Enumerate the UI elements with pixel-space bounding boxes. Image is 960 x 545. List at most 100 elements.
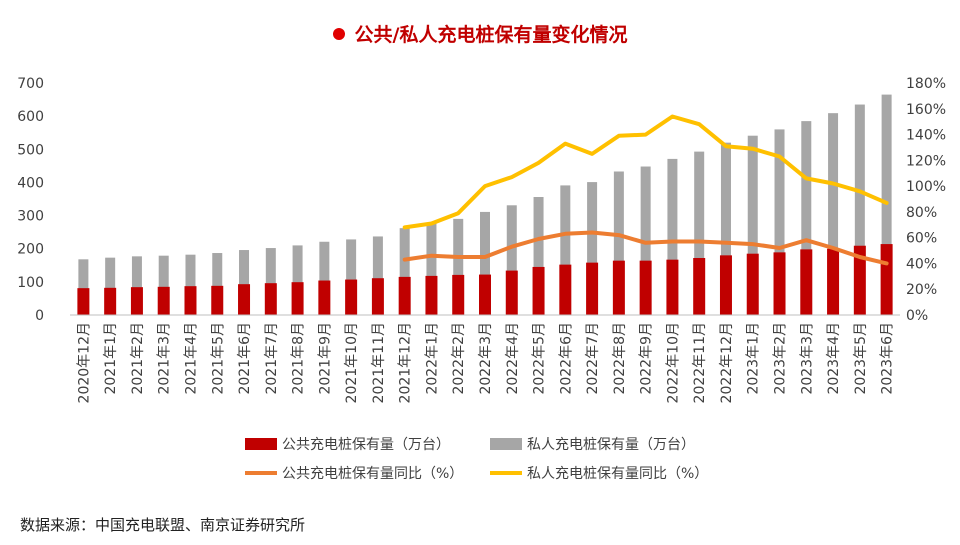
left-axis-tick-label: 500 — [17, 142, 44, 158]
bar-private — [560, 185, 571, 315]
bar-private — [774, 129, 785, 315]
x-axis-tick-label: 2023年2月 — [773, 322, 789, 395]
bar-public — [238, 284, 251, 315]
bar-public — [800, 249, 813, 315]
left-axis-tick-label: 100 — [17, 275, 44, 291]
right-axis-tick-label: 0% — [906, 308, 928, 324]
x-axis-tick-label: 2020年12月 — [76, 322, 92, 403]
line-public-yoy — [402, 230, 889, 266]
bar-public — [773, 252, 786, 315]
x-axis-tick-label: 2022年8月 — [612, 322, 628, 395]
bar-private — [453, 218, 464, 315]
x-axis-tick-label: 2023年1月 — [746, 322, 762, 395]
bar-private — [265, 248, 276, 315]
legend-public-count-label: 公共充电桩保有量（万台） — [282, 436, 450, 453]
x-axis-tick-label: 2023年5月 — [853, 322, 869, 395]
bar-public — [532, 266, 545, 315]
bar-private — [105, 257, 116, 315]
bar-public — [880, 244, 893, 315]
bar-private — [78, 259, 89, 315]
right-axis-tick-label: 120% — [906, 153, 946, 169]
x-axis-tick-label: 2022年9月 — [639, 322, 655, 395]
x-axis-tick-label: 2022年12月 — [719, 322, 735, 403]
x-axis-tick-label: 2022年3月 — [478, 322, 494, 395]
x-axis-tick-label: 2022年2月 — [451, 322, 467, 395]
bar-public — [719, 255, 732, 315]
bar-public — [398, 276, 411, 315]
x-axis: 2020年12月 2021年1月 2021年2月 2021年3月 2021年4月 2021… — [70, 314, 900, 403]
bar-private — [212, 253, 223, 315]
bar-public — [104, 287, 117, 315]
bar-private — [667, 158, 678, 315]
bar-private — [399, 228, 410, 315]
legend-public-count-swatch — [245, 438, 277, 450]
x-axis-tick-label: 2021年12月 — [398, 322, 414, 403]
legend-private-count-swatch — [490, 438, 522, 450]
bar-private — [828, 113, 839, 315]
x-axis-tick-label: 2023年4月 — [826, 322, 842, 395]
x-axis-tick-label: 2021年8月 — [291, 322, 307, 395]
bar-private — [426, 223, 437, 315]
bar-public — [452, 274, 465, 315]
right-axis-tick-label: 60% — [906, 231, 937, 247]
bar-public — [505, 270, 518, 315]
x-axis-tick-label: 2021年9月 — [317, 322, 333, 395]
bar-private — [613, 171, 624, 315]
x-axis-tick-label: 2021年6月 — [237, 322, 253, 395]
bar-private — [346, 239, 357, 315]
bar-private — [506, 205, 517, 315]
right-axis-tick-label: 140% — [906, 128, 946, 144]
bar-public — [666, 259, 679, 315]
right-axis-tick-label: 180% — [906, 76, 946, 92]
bar-public — [318, 280, 331, 315]
bar-private — [533, 197, 544, 315]
x-axis-tick-label: 2023年3月 — [799, 322, 815, 395]
bar-public — [157, 286, 170, 315]
left-axis-tick-label: 600 — [17, 109, 44, 125]
left-axis-tick-label: 700 — [17, 76, 44, 92]
bar-private — [292, 245, 303, 315]
legend-public-yoy-label: 公共充电桩保有量同比（%） — [282, 465, 463, 482]
bar-public — [559, 264, 572, 315]
bar-public — [853, 245, 866, 315]
bar-public — [639, 260, 652, 315]
chart-title-row: 公共/私人充电桩保有量变化情况 — [0, 20, 960, 47]
bar-public — [693, 257, 706, 315]
right-axis-tick-label: 40% — [906, 256, 937, 272]
bar-public — [586, 262, 599, 315]
x-axis-tick-label: 2022年11月 — [692, 322, 708, 403]
bar-public — [425, 275, 438, 315]
right-axis-tick-label: 80% — [906, 205, 937, 221]
x-axis-tick-label: 2021年1月 — [103, 322, 119, 395]
bar-private — [185, 254, 196, 315]
x-axis-tick-label: 2022年7月 — [585, 322, 601, 395]
bar-public — [211, 285, 224, 315]
bar-private — [372, 236, 383, 315]
x-axis-tick-label: 2021年3月 — [157, 322, 173, 395]
data-source: 数据来源：中国充电联盟、南京证券研究所 — [20, 516, 306, 534]
bar-private — [801, 121, 812, 315]
bar-private — [587, 182, 598, 315]
x-axis-tick-label: 2021年11月 — [371, 322, 387, 403]
left-axis-tick-label: 0 — [35, 308, 44, 324]
bar-private — [720, 142, 731, 315]
left-axis: 0 100 200 300 400 500 600 700 — [17, 76, 44, 324]
right-axis-tick-label: 160% — [906, 102, 946, 118]
x-axis-tick-label: 2021年4月 — [183, 322, 199, 395]
x-axis-tick-label: 2021年5月 — [210, 322, 226, 395]
bars-layer — [77, 94, 893, 316]
left-axis-tick-label: 200 — [17, 242, 44, 258]
bar-public — [479, 274, 491, 315]
bar-public — [746, 253, 759, 315]
bar-private — [158, 255, 169, 315]
right-axis: 0% 20% 40% 60% 80% 100% 120% 140% 160% 180% — [906, 76, 946, 324]
x-axis-tick-label: 2022年10月 — [665, 322, 681, 403]
x-axis-tick-label: 2022年1月 — [424, 322, 440, 395]
left-axis-tick-label: 400 — [17, 175, 44, 191]
bar-private — [747, 135, 758, 315]
bar-private — [480, 211, 490, 315]
bar-private — [694, 151, 705, 315]
x-axis-tick-label: 2022年5月 — [532, 322, 548, 395]
